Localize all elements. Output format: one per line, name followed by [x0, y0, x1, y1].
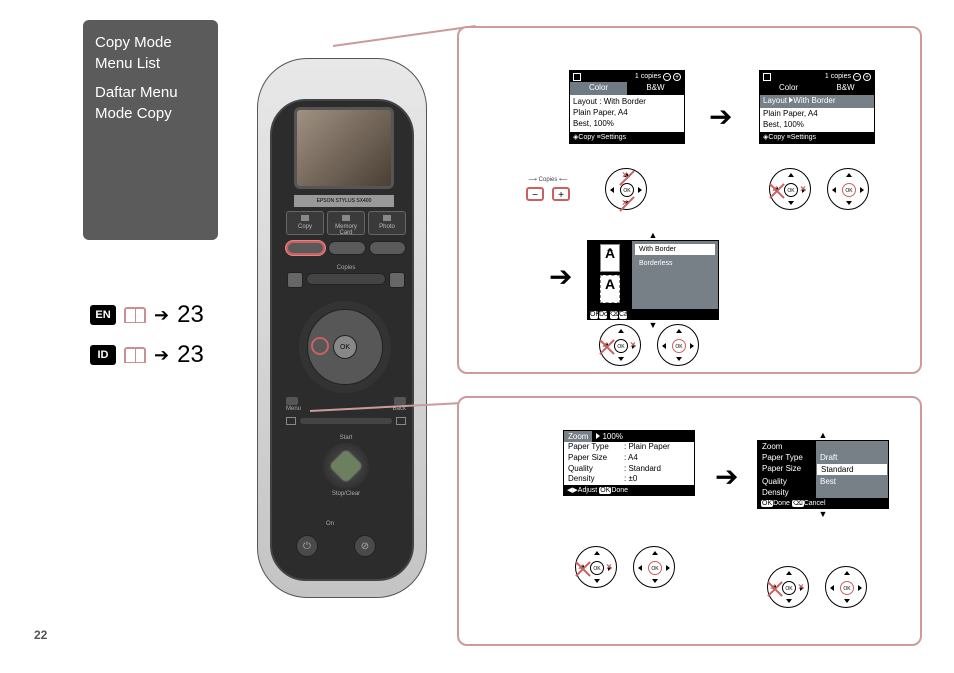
plus-icon: +: [673, 73, 681, 81]
tab-bw: B&W: [627, 82, 684, 95]
mode-memory-button[interactable]: Memory Card: [327, 211, 365, 235]
quality-line: Best, 100%: [573, 119, 614, 128]
lang-ref-en: EN ➔ 23: [90, 298, 270, 332]
dpad-ok: OK: [633, 546, 675, 588]
slider-track[interactable]: [300, 418, 392, 424]
lang-tag-id: ID: [90, 345, 116, 365]
left-arrow-highlight: [311, 337, 329, 355]
lcd-copy-layout-hl: 1 copies−+ ColorB&W Layout With Border P…: [759, 70, 875, 144]
lcd-settings: Zoom100% Paper Type: Plain Paper Paper S…: [563, 430, 695, 496]
copies-plusminus-legend: − +: [517, 183, 579, 205]
panel-lcd: [294, 107, 394, 189]
copies-plusminus[interactable]: [306, 273, 386, 285]
indicator-2[interactable]: [328, 241, 365, 255]
lang-page-en: 23: [177, 301, 204, 329]
on-row: On: [286, 521, 406, 527]
mode-copy-button[interactable]: Copy: [286, 211, 324, 235]
start-button[interactable]: [323, 443, 369, 489]
dpad-diagram: OK × ×: [769, 168, 811, 210]
title-box: Copy Mode Menu List Daftar Menu Mode Cop…: [83, 20, 218, 240]
mode-buttons: Copy Memory Card Photo: [286, 211, 406, 235]
top-flow-callout: 1 copies−+ ColorB&W Layout : With Border…: [457, 26, 922, 374]
dpad-diagram: OK × ×: [605, 168, 647, 210]
layout-label: Layout: [573, 97, 597, 106]
bottom-flow-callout: Zoom100% Paper Type: Plain Paper Paper S…: [457, 396, 922, 646]
ok-icon: OK: [590, 311, 598, 319]
arrow-icon: ➔: [549, 260, 572, 293]
copies-label: Copies: [286, 265, 406, 271]
minus-icon: −: [663, 73, 671, 81]
start-area: Start Stop/Clear: [286, 435, 406, 515]
dpad-diagram: OK × ×: [767, 566, 809, 608]
lcd-layout-select: ▲ A A With Border Borderless OKDone ⌫Can…: [587, 230, 719, 330]
dpad-ok: OK: [657, 324, 699, 366]
arrow-icon: ➔: [709, 100, 732, 133]
layout-val: : With Border: [599, 97, 646, 106]
stop-button[interactable]: ⊘: [354, 535, 376, 557]
doc-icon: [763, 73, 771, 81]
lang-ref-id: ID ➔ 23: [90, 338, 270, 372]
opt-with-border: With Border: [635, 244, 715, 255]
tab-color: Color: [570, 82, 627, 95]
dpad-diagram: OK × ×: [575, 546, 617, 588]
lcd-copy-main: 1 copies−+ ColorB&W Layout : With Border…: [569, 70, 685, 144]
lang-tag-en: EN: [90, 305, 116, 325]
copies-area: Copies: [286, 265, 406, 299]
indicator-3[interactable]: [369, 241, 406, 255]
paper-line: Plain Paper, A4: [573, 108, 628, 117]
page-number: 22: [34, 628, 47, 642]
plus-icon: +: [863, 73, 871, 81]
single-view-icon: [286, 417, 296, 425]
view-slider[interactable]: [286, 417, 406, 425]
book-icon: [124, 307, 146, 323]
minus-icon: −: [853, 73, 861, 81]
indicator-row: [286, 241, 406, 255]
title-en: Copy Mode Menu List: [95, 32, 206, 74]
book-icon: [124, 347, 146, 363]
title-id: Daftar Menu Mode Copy: [95, 82, 206, 124]
grid-view-icon: [396, 417, 406, 425]
opt-borderless: Borderless: [635, 258, 715, 269]
ok-button[interactable]: OK: [333, 335, 357, 359]
tab-bw: B&W: [817, 82, 874, 95]
preview-a-borderless: A: [600, 275, 620, 303]
preview-a: A: [600, 244, 620, 272]
panel-body: EPSON STYLUS SX400 Copy Memory Card Phot…: [270, 99, 414, 581]
plus-button: +: [552, 187, 570, 201]
on-label: On: [326, 521, 334, 527]
lcd-quality-select: Zoom Paper TypeDraft Paper SizeStandard …: [757, 440, 889, 509]
mode-photo-button[interactable]: Photo: [368, 211, 406, 235]
lang-page-id: 23: [177, 341, 204, 369]
control-panel: EPSON STYLUS SX400 Copy Memory Card Phot…: [257, 58, 427, 598]
dpad-diagram: OK × ×: [599, 324, 641, 366]
tab-color: Color: [760, 82, 817, 95]
arrow-icon: ➔: [154, 305, 169, 326]
display-button-highlight[interactable]: [286, 241, 325, 255]
arrow-icon: ➔: [715, 460, 738, 493]
stop-label: Stop/Clear: [286, 491, 406, 497]
minus-button: −: [526, 187, 544, 201]
menu-button[interactable]: Menu: [286, 397, 301, 412]
model-label: EPSON STYLUS SX400: [294, 195, 394, 207]
doc-icon: [573, 73, 581, 81]
start-label: Start: [286, 435, 406, 441]
dpad-ok: OK: [827, 168, 869, 210]
power-stop-buttons: ⏻ ⊘: [296, 535, 376, 557]
panel-dpad[interactable]: OK: [299, 301, 391, 393]
dpad-ok: OK: [825, 566, 867, 608]
arrow-icon: ➔: [154, 345, 169, 366]
power-button[interactable]: ⏻: [296, 535, 318, 557]
